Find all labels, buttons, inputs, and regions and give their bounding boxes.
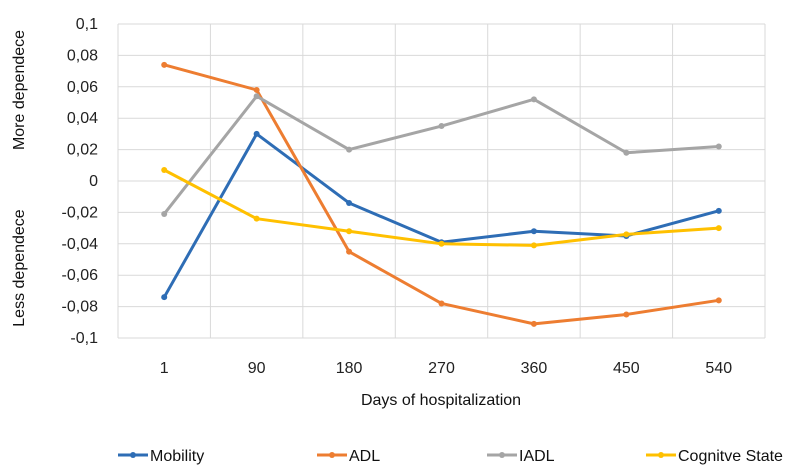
series-cognitve-state	[161, 167, 722, 249]
y-tick-label: -0,02	[62, 204, 99, 221]
x-tick-label: 450	[613, 360, 640, 377]
data-point	[530, 320, 537, 327]
gridlines	[117, 23, 766, 339]
y-tick-label: 0,08	[67, 47, 98, 64]
y-tick-label: 0,06	[67, 79, 98, 96]
legend-label: Mobility	[150, 448, 204, 465]
data-point	[253, 130, 260, 137]
x-tick-label: 90	[248, 360, 266, 377]
data-point	[530, 228, 537, 235]
series-line	[162, 94, 721, 216]
data-point	[438, 240, 445, 247]
y-axis-ticks: 0,1 0,08 0,06 0,04 0,02 0 -0,02 -0,04 -0,06 -0,08…	[62, 16, 99, 347]
data-point	[530, 242, 537, 249]
data-point	[346, 228, 353, 235]
legend-marker	[499, 452, 505, 458]
legend-label: Cognitve State	[678, 448, 783, 465]
legend-item: Cognitve State	[646, 448, 783, 465]
legend-label: IADL	[519, 448, 555, 465]
series-adl	[161, 61, 722, 327]
y-axis-title-lower: Less dependece	[11, 209, 28, 327]
y-tick-label: -0,1	[70, 330, 98, 347]
data-point	[161, 61, 168, 68]
x-axis-title: Days of hospitalization	[361, 392, 521, 409]
data-point	[715, 207, 722, 214]
x-tick-label: 360	[521, 360, 548, 377]
data-point	[438, 300, 445, 307]
legend-label: ADL	[349, 448, 380, 465]
series-iadl	[161, 93, 722, 217]
x-tick-label: 540	[705, 360, 732, 377]
y-tick-label: 0,02	[67, 142, 98, 159]
legend: Mobility ADL IADL Cognitve State	[118, 448, 783, 465]
data-point	[253, 215, 260, 222]
x-tick-label: 1	[160, 360, 169, 377]
data-point	[161, 294, 168, 301]
legend-marker	[329, 452, 335, 458]
y-tick-label: -0,06	[62, 267, 99, 284]
series-line	[162, 132, 721, 299]
y-tick-label: -0,08	[62, 299, 99, 316]
data-point	[346, 248, 353, 255]
data-point	[253, 86, 260, 93]
y-tick-label: 0,04	[67, 110, 98, 127]
legend-item: IADL	[487, 448, 555, 465]
data-point	[715, 297, 722, 304]
legend-item: Mobility	[118, 448, 204, 465]
y-tick-label: -0,04	[62, 236, 99, 253]
data-point	[530, 96, 537, 103]
legend-item: ADL	[317, 448, 380, 465]
y-tick-label: 0,1	[76, 16, 98, 33]
series-lines	[161, 61, 722, 327]
y-axis-title-upper: More dependece	[11, 30, 28, 150]
x-tick-label: 270	[428, 360, 455, 377]
data-point	[623, 149, 630, 156]
series-line	[162, 63, 721, 326]
data-point	[253, 93, 260, 100]
data-point	[623, 311, 630, 318]
legend-marker	[130, 452, 136, 458]
data-point	[161, 167, 168, 174]
data-point	[346, 146, 353, 153]
x-axis-ticks: 1 90 180 270 360 450 540	[160, 360, 732, 377]
data-point	[438, 123, 445, 130]
data-point	[161, 210, 168, 217]
data-point	[715, 143, 722, 150]
data-point	[715, 225, 722, 232]
data-point	[346, 199, 353, 206]
legend-marker	[658, 452, 664, 458]
data-point	[623, 231, 630, 238]
x-tick-label: 180	[336, 360, 363, 377]
y-tick-label: 0	[89, 173, 98, 190]
